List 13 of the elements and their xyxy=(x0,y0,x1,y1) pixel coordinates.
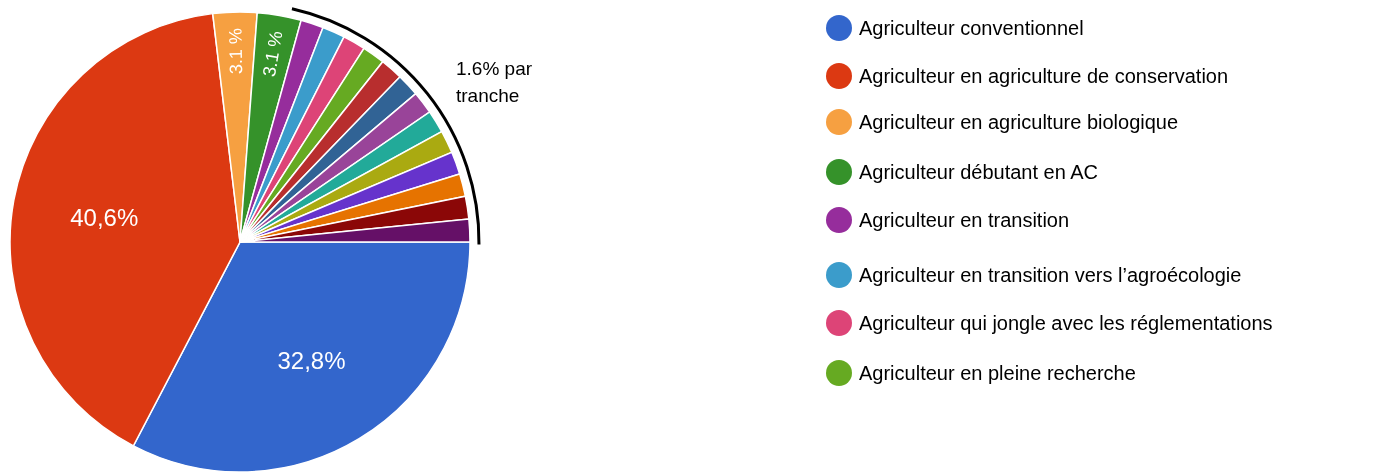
data-label: 40,6% xyxy=(70,203,139,231)
data-label: 3.1 % xyxy=(225,27,247,75)
legend-label: Agriculteur en transition xyxy=(859,209,1070,231)
legend-label: Agriculteur débutant en AC xyxy=(859,161,1099,183)
data-label: 3.1 % xyxy=(258,29,287,79)
legend-label: Agriculteur qui jongle avec les réglementations xyxy=(859,312,1273,334)
data-label: 32,8% xyxy=(277,346,346,374)
text: 1.6% par tranche xyxy=(456,58,533,106)
legend-label: Agriculteur en transition vers l’agroécologie xyxy=(859,264,1242,286)
legend-label: Agriculteur en agriculture biologique xyxy=(859,111,1179,133)
legend-label: Agriculteur conventionnel xyxy=(859,17,1084,39)
legend-label: Agriculteur en pleine recherche xyxy=(859,362,1136,384)
legend-label: Agriculteur en agriculture de conservation xyxy=(859,65,1229,87)
